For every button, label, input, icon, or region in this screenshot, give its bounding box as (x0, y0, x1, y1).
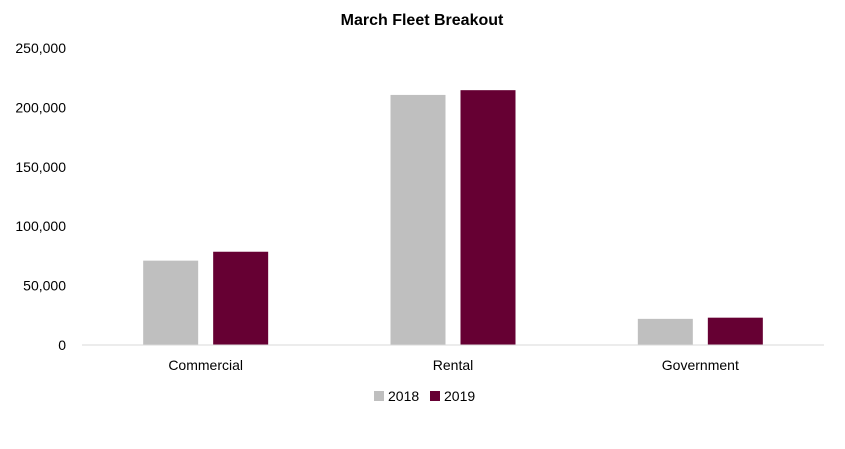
x-tick-label: Rental (433, 357, 473, 373)
y-tick-label: 200,000 (15, 99, 66, 115)
y-axis-ticks: 0 50,000 100,000 150,000 200,000 250,000 (15, 40, 66, 353)
x-axis-ticks: Commercial Rental Government (168, 357, 739, 373)
y-tick-label: 50,000 (23, 278, 66, 294)
legend-swatch-2019 (430, 391, 440, 401)
x-tick-label: Government (662, 357, 739, 373)
y-tick-label: 0 (58, 337, 66, 353)
legend-label-2019: 2019 (444, 388, 475, 404)
bars (143, 90, 763, 346)
bar-2018-commercial (143, 260, 199, 345)
legend-label-2018: 2018 (388, 388, 419, 404)
chart-title: March Fleet Breakout (341, 12, 504, 29)
y-tick-label: 100,000 (15, 218, 66, 234)
bar-2019-commercial (213, 251, 269, 345)
legend: 2018 2019 (374, 388, 475, 404)
y-tick-label: 150,000 (15, 159, 66, 175)
bar-2018-government (637, 318, 693, 345)
bar-2019-government (707, 317, 763, 345)
y-tick-label: 250,000 (15, 40, 66, 56)
bar-2019-rental (460, 90, 516, 345)
legend-swatch-2018 (374, 391, 384, 401)
bar-2018-rental (390, 94, 446, 346)
x-tick-label: Commercial (168, 357, 243, 373)
